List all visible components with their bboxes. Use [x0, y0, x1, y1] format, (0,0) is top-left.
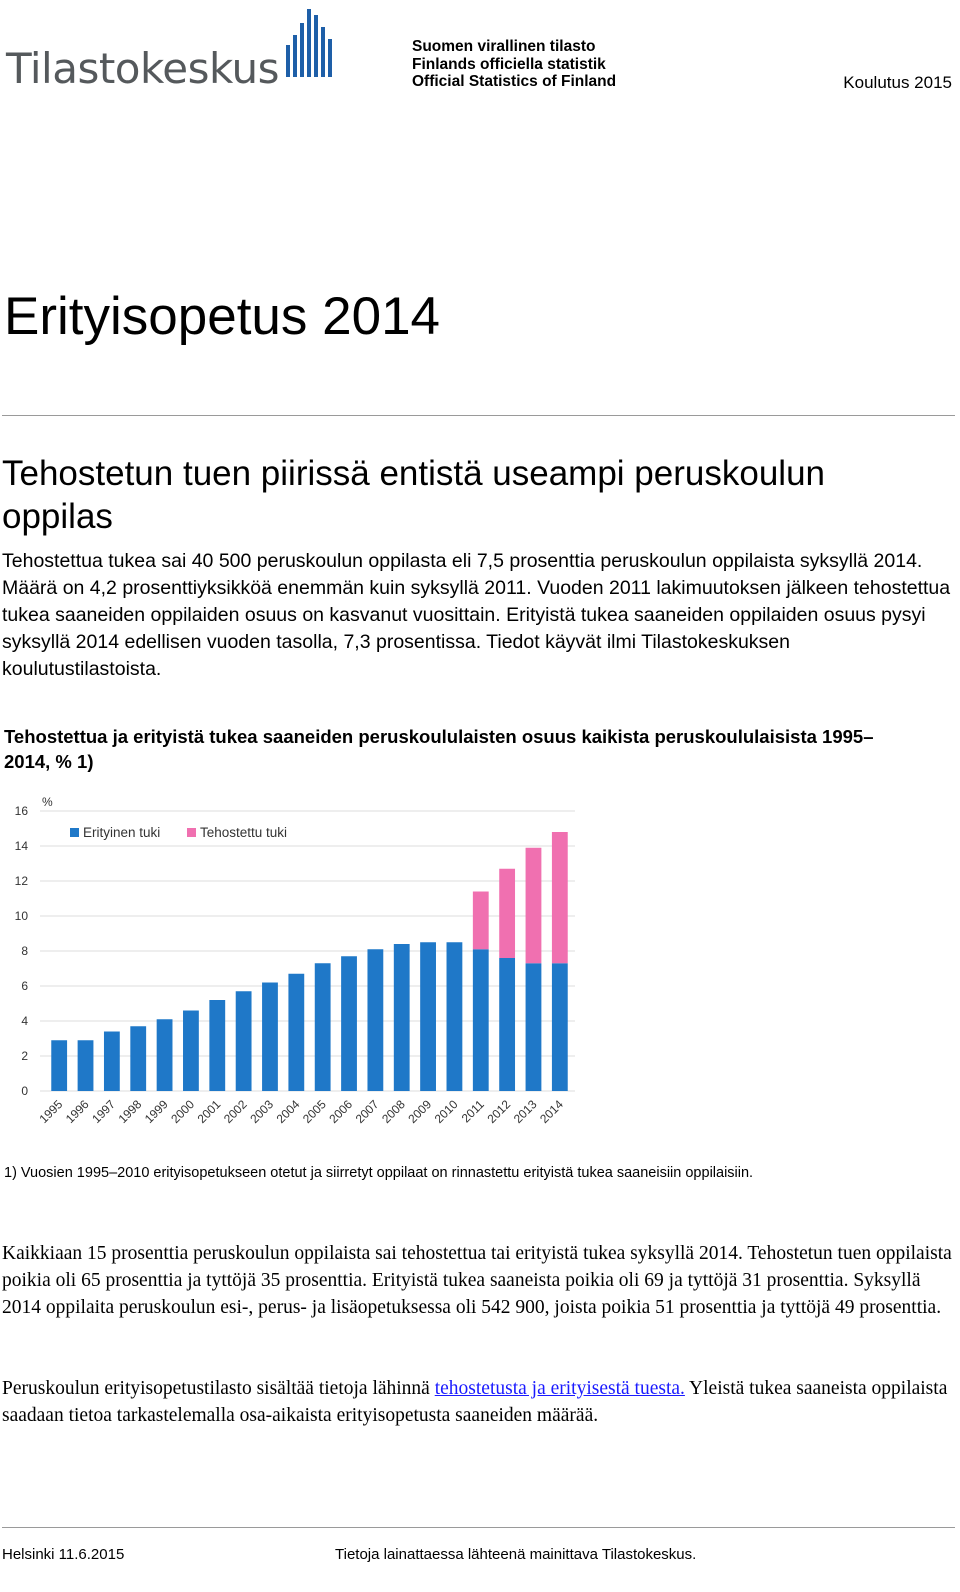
legend-swatch	[187, 828, 196, 837]
footer-divider	[2, 1527, 955, 1528]
footer-place-date: Helsinki 11.6.2015	[2, 1546, 125, 1563]
x-tick-label: 1995	[37, 1097, 66, 1126]
body-paragraph-2: Peruskoulun erityisopetustilasto sisältä…	[2, 1375, 957, 1429]
bar-erityinen-2002	[235, 991, 252, 1091]
y-unit-label: %	[42, 795, 53, 809]
bar-erityinen-2005	[314, 963, 331, 1091]
body-paragraph-1: Kaikkiaan 15 prosenttia peruskoulun oppi…	[2, 1243, 952, 1318]
x-tick-label: 2013	[511, 1097, 540, 1126]
y-tick-label: 2	[21, 1049, 28, 1063]
x-tick-label: 2014	[537, 1097, 566, 1126]
legend-swatch	[70, 828, 79, 837]
bar-erityinen-1996	[77, 1040, 94, 1091]
y-tick-label: 6	[21, 979, 28, 993]
x-tick-label: 2012	[484, 1097, 513, 1126]
bar-erityinen-2000	[183, 1010, 199, 1091]
official-line-fi: Suomen virallinen tilasto	[412, 38, 596, 55]
x-tick-label: 2008	[379, 1097, 408, 1126]
y-tick-label: 4	[21, 1014, 28, 1028]
legend-label: Erityinen tuki	[83, 825, 160, 840]
bar-erityinen-2010	[446, 942, 463, 1091]
bar-erityinen-1999	[156, 1019, 173, 1091]
y-tick-label: 14	[15, 839, 29, 853]
x-tick-label: 1997	[89, 1097, 118, 1126]
bar-erityinen-1998	[130, 1026, 147, 1091]
bar-erityinen-2014	[551, 963, 568, 1091]
chart-title: Tehostettua ja erityistä tukea saaneiden…	[4, 726, 874, 772]
bar-erityinen-2004	[288, 973, 305, 1091]
y-tick-label: 16	[15, 804, 29, 818]
bar-erityinen-2008	[393, 944, 410, 1091]
title-divider	[2, 415, 955, 416]
paragraph-2-text-end: Yleistä tukea saaneista oppilaista saada…	[2, 1378, 948, 1426]
y-tick-label: 12	[15, 874, 29, 888]
official-line-en: Official Statistics of Finland	[412, 73, 617, 90]
official-line-sv: Finlands officiella statistik	[412, 55, 606, 73]
bar-erityinen-2013	[525, 963, 542, 1091]
page-title: Erityisopetus 2014	[4, 287, 441, 346]
bar-erityinen-1995	[51, 1040, 68, 1091]
bar-erityinen-2001	[209, 1000, 226, 1091]
publication-name: Koulutus 2015	[843, 73, 952, 92]
x-tick-label: 2001	[195, 1097, 224, 1126]
paragraph-2-text-start: Peruskoulun erityisopetustilasto sisältä…	[2, 1378, 435, 1399]
bar-tehostettu-2013	[525, 847, 542, 964]
x-tick-label: 1998	[116, 1097, 145, 1126]
footer-source-note: Tietoja lainattaessa lähteenä mainittava…	[335, 1546, 697, 1563]
y-tick-label: 0	[21, 1084, 28, 1098]
bar-erityinen-2006	[341, 956, 357, 1091]
bar-erityinen-1997	[103, 1031, 120, 1091]
x-tick-label: 2010	[432, 1097, 461, 1126]
logo-wordmark: Tilastokeskus	[6, 44, 280, 93]
x-tick-label: 1996	[63, 1097, 92, 1126]
bar-tehostettu-2011	[472, 891, 489, 950]
subheading: Tehostetun tuen piirissä entistä useampi…	[2, 454, 825, 536]
bar-erityinen-2009	[420, 942, 436, 1091]
stacked-bar-chart: 0246810121416%19951996199719981999200020…	[15, 795, 575, 1126]
x-tick-label: 2011	[459, 1097, 487, 1125]
chart-footnote: 1) Vuosien 1995–2010 erityisopetukseen o…	[4, 1165, 754, 1181]
y-tick-label: 8	[21, 944, 28, 958]
x-tick-label: 2009	[405, 1097, 434, 1126]
x-tick-label: 1999	[142, 1097, 171, 1126]
bar-erityinen-2011	[472, 949, 489, 1091]
logo-bars-icon	[286, 9, 332, 77]
official-statistics-label: Suomen virallinen tilasto Finlands offic…	[412, 38, 616, 91]
x-tick-label: 2004	[274, 1097, 303, 1126]
bar-erityinen-2003	[262, 982, 278, 1091]
x-tick-label: 2003	[247, 1097, 276, 1126]
support-link[interactable]: tehostetusta ja erityisestä tuesta.	[434, 1378, 685, 1399]
legend-label: Tehostettu tuki	[200, 825, 287, 840]
x-tick-label: 2005	[300, 1097, 329, 1126]
bar-erityinen-2007	[367, 949, 384, 1091]
y-tick-label: 10	[15, 909, 29, 923]
bar-tehostettu-2014	[551, 832, 568, 964]
x-tick-label: 2002	[221, 1097, 250, 1126]
lead-paragraph: Tehostettua tukea sai 40 500 peruskoulun…	[2, 550, 951, 680]
bar-erityinen-2012	[499, 958, 516, 1091]
x-tick-label: 2007	[353, 1097, 382, 1126]
x-tick-label: 2006	[326, 1097, 355, 1126]
bar-tehostettu-2012	[499, 868, 516, 958]
x-tick-label: 2000	[168, 1097, 197, 1126]
